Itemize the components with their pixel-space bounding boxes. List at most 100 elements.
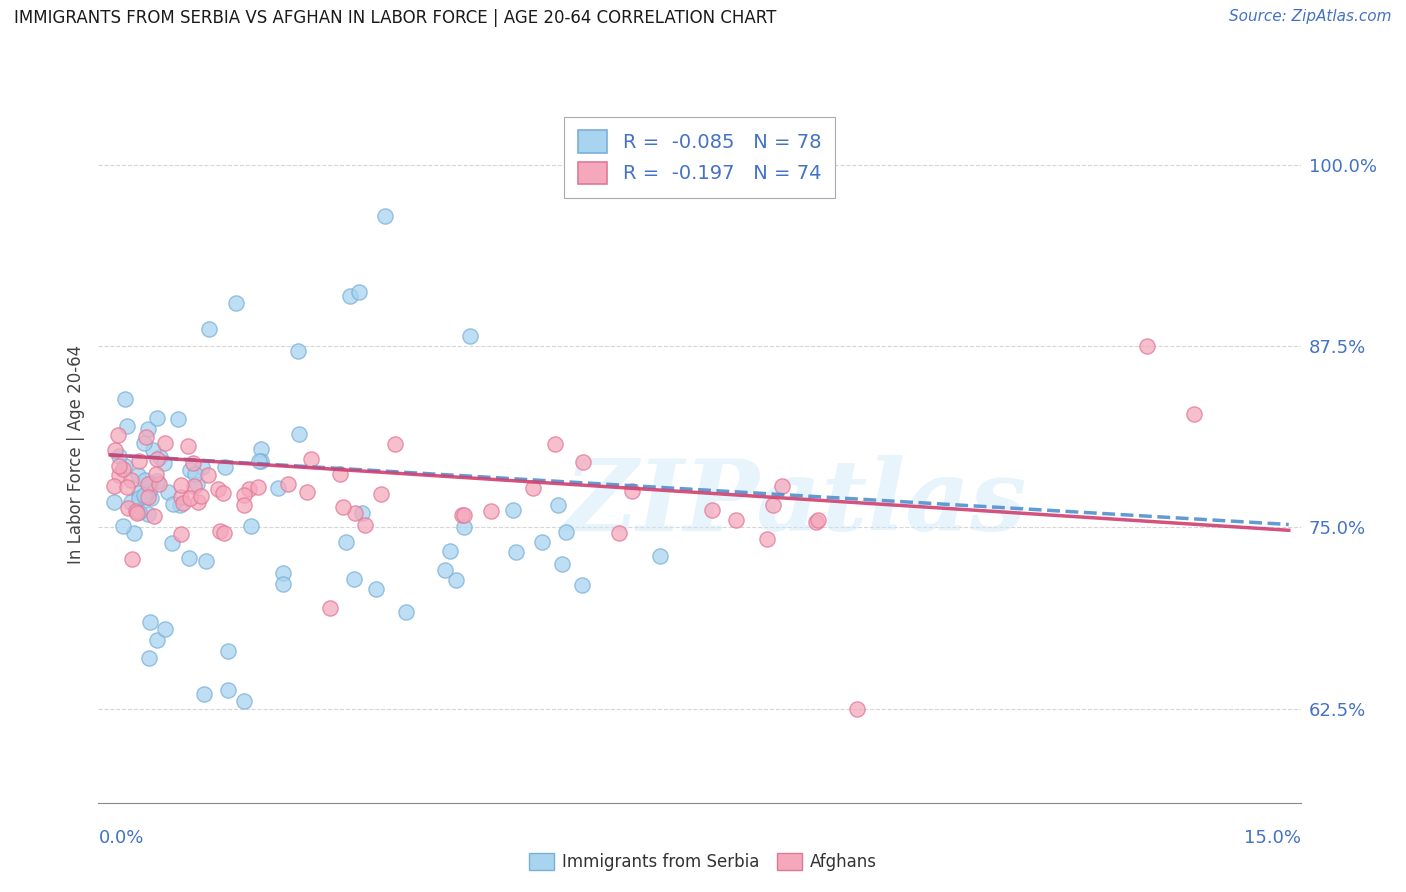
Point — [136, 422, 159, 436]
Point — [193, 687, 215, 701]
Point — [329, 467, 352, 481]
Point — [128, 454, 150, 468]
Point — [142, 508, 165, 523]
Point — [156, 484, 179, 499]
Point — [136, 490, 159, 504]
Point — [370, 487, 392, 501]
Point — [103, 479, 125, 493]
Point — [332, 500, 354, 515]
Point — [571, 578, 593, 592]
Point — [155, 622, 177, 636]
Point — [451, 508, 474, 523]
Point — [267, 481, 290, 495]
Point — [179, 491, 201, 505]
Point — [453, 508, 475, 522]
Point — [162, 498, 184, 512]
Point — [114, 392, 136, 406]
Point — [122, 526, 145, 541]
Point — [152, 456, 174, 470]
Point — [433, 563, 456, 577]
Point — [297, 485, 319, 500]
Point — [190, 489, 212, 503]
Point — [197, 322, 219, 336]
Point — [108, 450, 131, 464]
Point — [120, 494, 142, 508]
Point — [117, 501, 139, 516]
Point — [114, 458, 136, 473]
Point — [384, 437, 406, 451]
Legend: R =  -0.085   N = 78, R =  -0.197   N = 74: R = -0.085 N = 78, R = -0.197 N = 74 — [564, 117, 835, 198]
Point — [115, 480, 138, 494]
Point — [845, 701, 868, 715]
Point — [153, 435, 176, 450]
Point — [103, 495, 125, 509]
Point — [125, 507, 148, 521]
Text: IMMIGRANTS FROM SERBIA VS AFGHAN IN LABOR FORCE | AGE 20-64 CORRELATION CHART: IMMIGRANTS FROM SERBIA VS AFGHAN IN LABO… — [14, 9, 776, 27]
Point — [128, 505, 150, 519]
Point — [821, 832, 844, 847]
Point — [702, 502, 724, 516]
Point — [232, 499, 254, 513]
Point — [138, 651, 160, 665]
Point — [458, 328, 481, 343]
Point — [145, 410, 167, 425]
Point — [807, 513, 830, 527]
Point — [217, 682, 239, 697]
Point — [139, 476, 162, 491]
Point — [287, 343, 309, 358]
Text: 15.0%: 15.0% — [1243, 830, 1301, 847]
Point — [374, 209, 396, 223]
Point — [335, 535, 357, 549]
Point — [139, 491, 162, 505]
Point — [166, 411, 188, 425]
Point — [271, 576, 294, 591]
Point — [146, 633, 169, 648]
Point — [804, 515, 827, 529]
Point — [107, 428, 129, 442]
Point — [195, 554, 218, 568]
Point — [724, 513, 747, 527]
Point — [349, 285, 371, 299]
Point — [214, 460, 236, 475]
Point — [145, 467, 167, 482]
Point — [111, 462, 134, 476]
Point — [1184, 408, 1206, 422]
Text: Source: ZipAtlas.com: Source: ZipAtlas.com — [1229, 9, 1392, 24]
Point — [354, 517, 377, 532]
Point — [187, 494, 209, 508]
Point — [149, 450, 172, 464]
Point — [177, 439, 200, 453]
Point — [170, 527, 193, 541]
Point — [247, 453, 270, 467]
Point — [547, 498, 569, 512]
Point — [319, 600, 342, 615]
Point — [522, 481, 544, 495]
Point — [247, 480, 270, 494]
Point — [756, 532, 779, 546]
Point — [146, 475, 169, 489]
Point — [108, 467, 131, 482]
Point — [217, 643, 239, 657]
Point — [250, 454, 273, 468]
Point — [132, 435, 155, 450]
Point — [172, 495, 194, 509]
Point — [232, 694, 254, 708]
Point — [120, 473, 142, 487]
Point — [136, 508, 159, 522]
Point — [240, 519, 263, 533]
Point — [287, 427, 309, 442]
Point — [364, 582, 387, 596]
Point — [299, 451, 322, 466]
Point — [505, 545, 527, 559]
Point — [277, 476, 299, 491]
Point — [183, 478, 205, 492]
Point — [184, 467, 207, 482]
Point — [551, 557, 574, 571]
Point — [169, 499, 191, 513]
Point — [207, 483, 229, 497]
Point — [1136, 339, 1159, 353]
Point — [233, 488, 256, 502]
Point — [138, 484, 160, 499]
Point — [179, 463, 201, 477]
Point — [770, 479, 793, 493]
